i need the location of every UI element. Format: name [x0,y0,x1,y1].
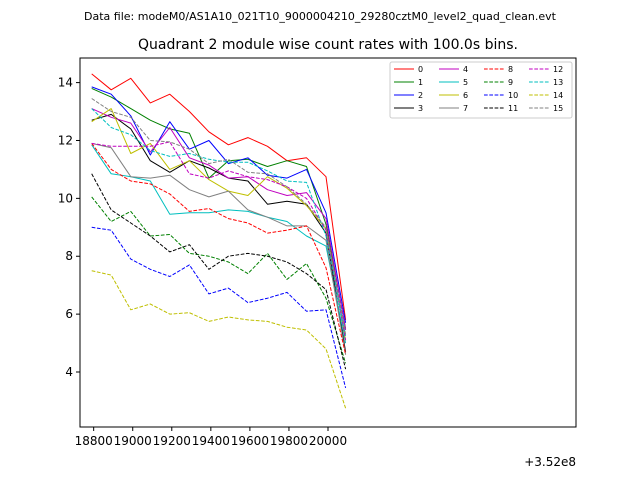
legend-label-14: 14 [553,91,563,100]
y-tick-label: 12 [58,133,73,147]
series-line-14 [91,270,347,409]
series-line-9 [91,196,347,364]
y-tick-label: 10 [58,191,73,205]
figure-suptitle: Data file: modeM0/AS1A10_021T10_90000042… [84,10,557,23]
y-axis: 4 6 8 10 12 14 [58,76,80,379]
series-line-10 [91,226,347,389]
legend-label-9: 9 [508,78,513,87]
series-line-3 [91,113,347,352]
y-tick-label: 14 [58,76,73,90]
x-tick-label: 19600 [231,434,269,448]
legend-label-15: 15 [553,104,563,113]
x-tick-label: 19400 [192,434,230,448]
x-tick-label: 19000 [114,434,152,448]
legend-label-11: 11 [508,104,518,113]
legend-label-1: 1 [418,78,423,87]
series-line-8 [91,143,347,355]
legend-label-6: 6 [463,91,468,100]
x-tick-label: 19800 [270,434,308,448]
series-line-6 [91,108,347,341]
legend-label-8: 8 [508,65,513,74]
series-line-12 [91,141,347,341]
x-tick-label: 18800 [75,434,113,448]
plot-series [91,73,347,409]
series-line-15 [91,98,347,335]
legend-label-7: 7 [463,104,468,113]
series-line-0 [91,73,347,320]
legend-label-13: 13 [553,78,563,87]
legend-label-3: 3 [418,104,423,113]
chart-title: Quadrant 2 module wise count rates with … [138,37,518,53]
legend-label-5: 5 [463,78,468,87]
legend-label-0: 0 [418,65,423,74]
y-tick-label: 8 [65,249,73,263]
legend-label-2: 2 [418,91,423,100]
x-axis: 18800 19000 19200 19400 19600 19800 20000 [75,427,347,448]
legend-label-4: 4 [463,65,468,74]
legend-label-12: 12 [553,65,563,74]
series-line-4 [91,108,347,331]
series-line-11 [91,173,347,370]
x-axis-offset-label: +3.52e8 [524,455,576,469]
series-line-13 [91,108,347,336]
series-line-1 [91,87,347,329]
legend-frame [389,61,573,119]
x-tick-label: 20000 [309,434,347,448]
x-tick-label: 19200 [153,434,191,448]
legend-label-10: 10 [508,91,518,100]
series-line-7 [91,142,347,355]
series-line-2 [91,86,347,323]
y-tick-label: 6 [65,307,73,321]
y-tick-label: 4 [65,365,73,379]
